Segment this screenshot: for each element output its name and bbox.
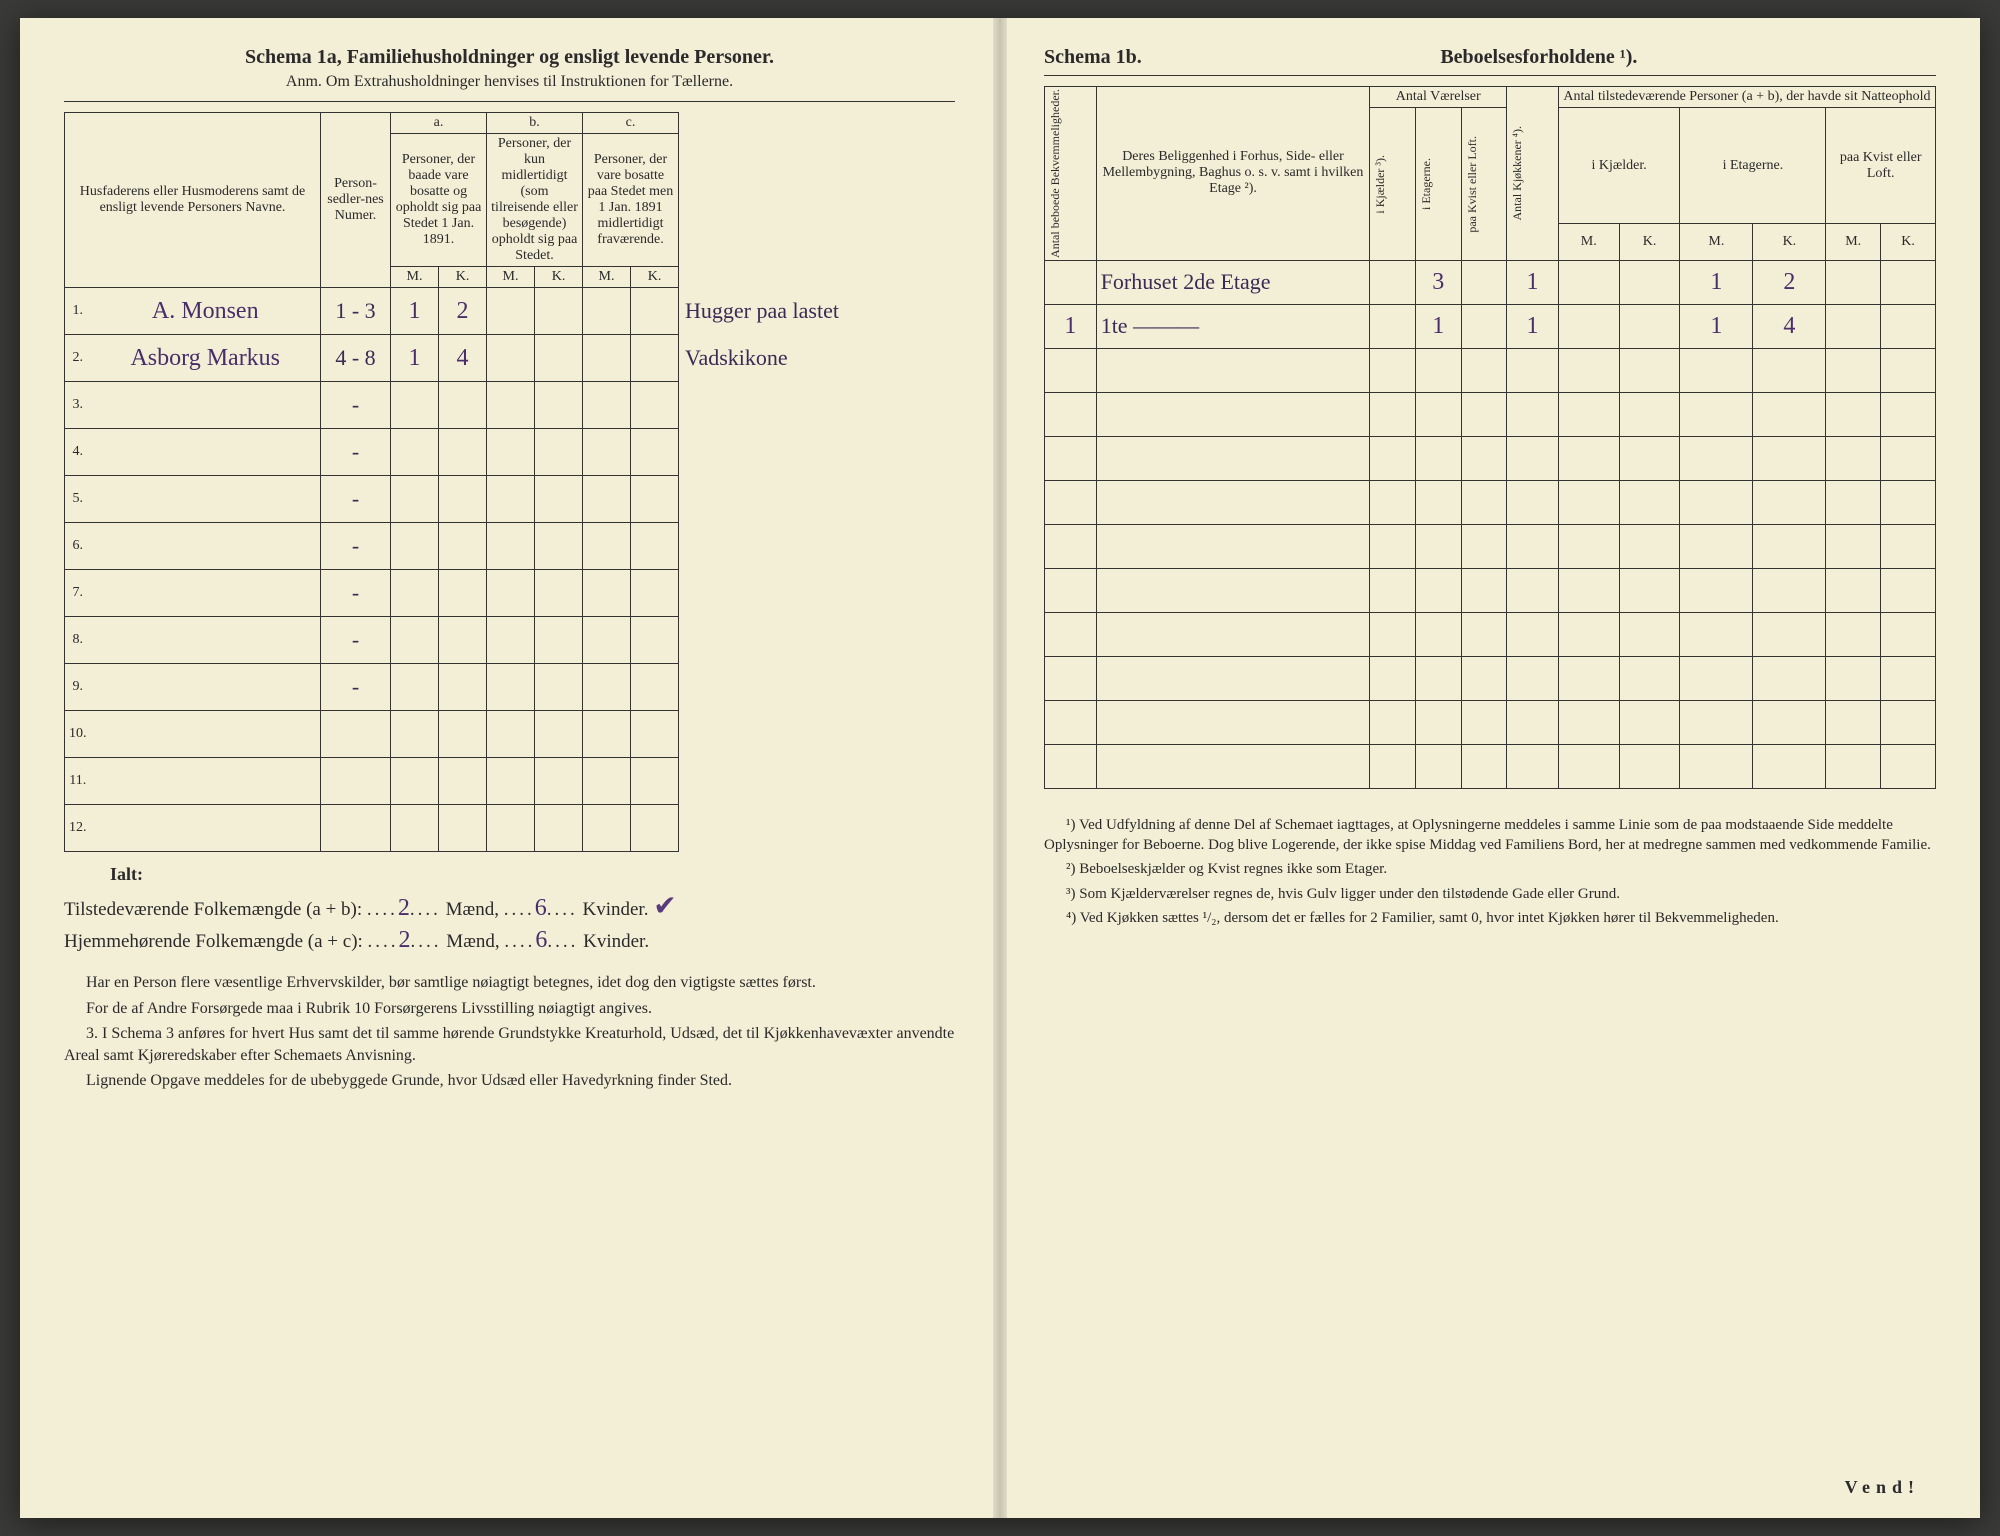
col-tilst-header: Antal tilstedeværende Personer (a + b), … xyxy=(1558,87,1935,108)
maend-2: Mænd, xyxy=(446,931,499,952)
table-row: 7.- xyxy=(65,570,956,617)
col-kj2: i Kjælder. xyxy=(1558,108,1680,224)
col-b-k: K. xyxy=(535,267,583,288)
col-a-m: M. xyxy=(391,267,439,288)
hjem-m: 2 xyxy=(399,927,411,953)
table-row: 2.Asborg Markus4 - 814Vadskikone xyxy=(65,335,956,382)
table-row: 11te ———1114 xyxy=(1045,304,1936,348)
schema-1a-table: Husfaderens eller Husmoderens samt de en… xyxy=(64,112,955,852)
right-page: Schema 1b. Beboelsesforholdene ¹). Antal… xyxy=(1000,18,1980,1518)
col-bekv: Antal beboede Bekvemmeligheder. xyxy=(1048,89,1063,258)
table-row: 1.A. Monsen1 - 312Hugger paa lastet xyxy=(65,288,956,335)
col-kjok: Antal Kjøkkener ⁴). xyxy=(1510,126,1525,221)
col-b-m: M. xyxy=(487,267,535,288)
table-row xyxy=(1045,436,1936,480)
table-row: 6.- xyxy=(65,523,956,570)
table-row xyxy=(1045,656,1936,700)
para2: For de af Andre Forsørgede maa i Rubrik … xyxy=(64,998,955,1020)
kjK: K. xyxy=(1619,224,1680,261)
para4: Lignende Opgave meddeles for de ubebygge… xyxy=(64,1070,955,1092)
kvinder-1: Kvinder. xyxy=(582,899,648,920)
col-group-a: a. xyxy=(391,113,487,134)
col-numer: Person-sedler-nes Numer. xyxy=(321,113,391,288)
col-group-c: c. xyxy=(583,113,679,134)
kjM: M. xyxy=(1558,224,1619,261)
col-c-k: K. xyxy=(631,267,679,288)
table-row: 10. xyxy=(65,711,956,758)
col-c-desc: Personer, der vare bosatte paa Stedet me… xyxy=(583,134,679,267)
tilst-k: 6 xyxy=(535,895,547,921)
vend-label: Vend! xyxy=(1845,1477,1920,1498)
footnotes: ¹) Ved Udfyldning af denne Del af Schema… xyxy=(1044,815,1936,928)
etK: K. xyxy=(1753,224,1826,261)
tilst-label: Tilstedeværende Folkemængde (a + b): xyxy=(64,899,362,920)
table-row: Forhuset 2de Etage3112 xyxy=(1045,260,1936,304)
col-kv: paa Kvist eller Loft. xyxy=(1465,136,1480,233)
col-a-k: K. xyxy=(439,267,487,288)
table-row: 9.- xyxy=(65,664,956,711)
table-row xyxy=(1045,480,1936,524)
table-row: 8.- xyxy=(65,617,956,664)
fn2: ²) Beboelseskjælder og Kvist regnes ikke… xyxy=(1044,859,1936,879)
schema-1a-anm: Anm. Om Extrahusholdninger henvises til … xyxy=(64,73,955,91)
col-antalvaer: Antal Værelser xyxy=(1370,87,1507,108)
col-group-b: b. xyxy=(487,113,583,134)
table-row xyxy=(1045,392,1936,436)
kvM: M. xyxy=(1826,224,1881,261)
schema-1a-title: Schema 1a, Familiehusholdninger og ensli… xyxy=(64,46,955,69)
rule-r xyxy=(1044,75,1936,76)
table-row: 3.- xyxy=(65,382,956,429)
col-a-desc: Personer, der baade vare bosatte og opho… xyxy=(391,134,487,267)
table-row: 5.- xyxy=(65,476,956,523)
rule xyxy=(64,101,955,102)
left-page: Schema 1a, Familiehusholdninger og ensli… xyxy=(20,18,1000,1518)
left-paragraphs: Har en Person flere væsentlige Erhvervsk… xyxy=(64,972,955,1092)
table-row xyxy=(1045,348,1936,392)
col-kv2: paa Kvist eller Loft. xyxy=(1826,108,1936,224)
document-spread: Schema 1a, Familiehusholdninger og ensli… xyxy=(20,18,1980,1518)
col-kj: i Kjælder ³). xyxy=(1373,155,1388,214)
table-row: 12. xyxy=(65,805,956,852)
kvinder-2: Kvinder. xyxy=(583,931,649,952)
table-row xyxy=(1045,612,1936,656)
table-row xyxy=(1045,744,1936,788)
beboelse-heading: Beboelsesforholdene ¹). xyxy=(1142,46,1936,69)
col-b-desc: Personer, der kun midlertidigt (som tilr… xyxy=(487,134,583,267)
schema-1b-title: Schema 1b. xyxy=(1044,46,1142,69)
col-et: i Etagerne. xyxy=(1419,158,1434,210)
hjem-label: Hjemmehørende Folkemængde (a + c): xyxy=(64,931,363,952)
table-row: 4.- xyxy=(65,429,956,476)
col-c-m: M. xyxy=(583,267,631,288)
ialt-label: Ialt: xyxy=(64,864,955,885)
para1: Har en Person flere væsentlige Erhvervsk… xyxy=(64,972,955,994)
table-row xyxy=(1045,700,1936,744)
col-belig: Deres Beliggenhed i Forhus, Side- eller … xyxy=(1096,87,1370,261)
para3: 3. I Schema 3 anføres for hvert Hus samt… xyxy=(64,1023,955,1066)
totals-block: Ialt: Tilstedeværende Folkemængde (a + b… xyxy=(64,864,955,954)
fn1: ¹) Ved Udfyldning af denne Del af Schema… xyxy=(1044,815,1936,856)
table-row xyxy=(1045,524,1936,568)
col-name: Husfaderens eller Husmoderens samt de en… xyxy=(65,113,321,288)
fn3: ³) Som Kjælderværelser regnes de, hvis G… xyxy=(1044,884,1936,904)
etM: M. xyxy=(1680,224,1753,261)
table-row xyxy=(1045,568,1936,612)
schema-1b-table: Antal beboede Bekvemmeligheder. Deres Be… xyxy=(1044,86,1936,789)
col-et2: i Etagerne. xyxy=(1680,108,1826,224)
hjem-k: 6 xyxy=(535,927,547,953)
checkmark: ✔ xyxy=(653,891,676,922)
fn4: ⁴) Ved Kjøkken sættes ¹/₂, dersom det er… xyxy=(1044,908,1936,928)
kvK: K. xyxy=(1881,224,1936,261)
maend-1: Mænd, xyxy=(446,899,499,920)
table-row: 11. xyxy=(65,758,956,805)
tilst-m: 2 xyxy=(398,895,410,921)
